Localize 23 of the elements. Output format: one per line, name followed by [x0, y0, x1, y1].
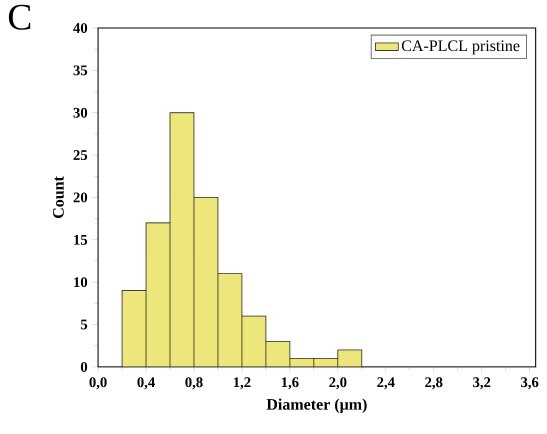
x-tick-label: 1,6 — [282, 378, 299, 390]
y-tick-label: 20 — [74, 192, 88, 203]
x-tick-label: 3,2 — [473, 378, 490, 390]
legend-label: CA-PLCL pristine — [402, 40, 520, 55]
x-tick-label: 0,8 — [185, 378, 203, 390]
text: C — [8, 4, 30, 30]
x-tick-label: 0,0 — [89, 378, 107, 390]
y-tick-label: 25 — [74, 150, 88, 160]
x-tick-label: 1,2 — [234, 378, 250, 390]
y-axis-title: Count — [53, 176, 64, 218]
x-tick-label: 0,4 — [137, 378, 155, 390]
y-tick-label: 0 — [80, 362, 88, 372]
y-tick-label: 10 — [74, 277, 88, 288]
x-tick-label: 2,4 — [377, 378, 395, 390]
y-tick-label: 35 — [74, 66, 88, 76]
y-tick-label: 30 — [74, 108, 88, 118]
x-axis-title: Diameter (μm) — [266, 398, 367, 414]
x-tick-label: 3,6 — [521, 378, 538, 390]
y-tick-label: 15 — [74, 235, 88, 245]
x-tick-label: 2,0 — [329, 378, 346, 390]
x-tick-label: 2,8 — [425, 378, 442, 390]
y-tick-label: 40 — [73, 23, 88, 34]
y-tick-label: 5 — [80, 320, 88, 330]
